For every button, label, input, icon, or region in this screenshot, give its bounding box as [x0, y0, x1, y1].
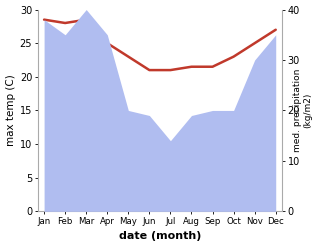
Y-axis label: max temp (C): max temp (C) [5, 75, 16, 146]
Y-axis label: med. precipitation
(kg/m2): med. precipitation (kg/m2) [293, 69, 313, 152]
X-axis label: date (month): date (month) [119, 231, 201, 242]
